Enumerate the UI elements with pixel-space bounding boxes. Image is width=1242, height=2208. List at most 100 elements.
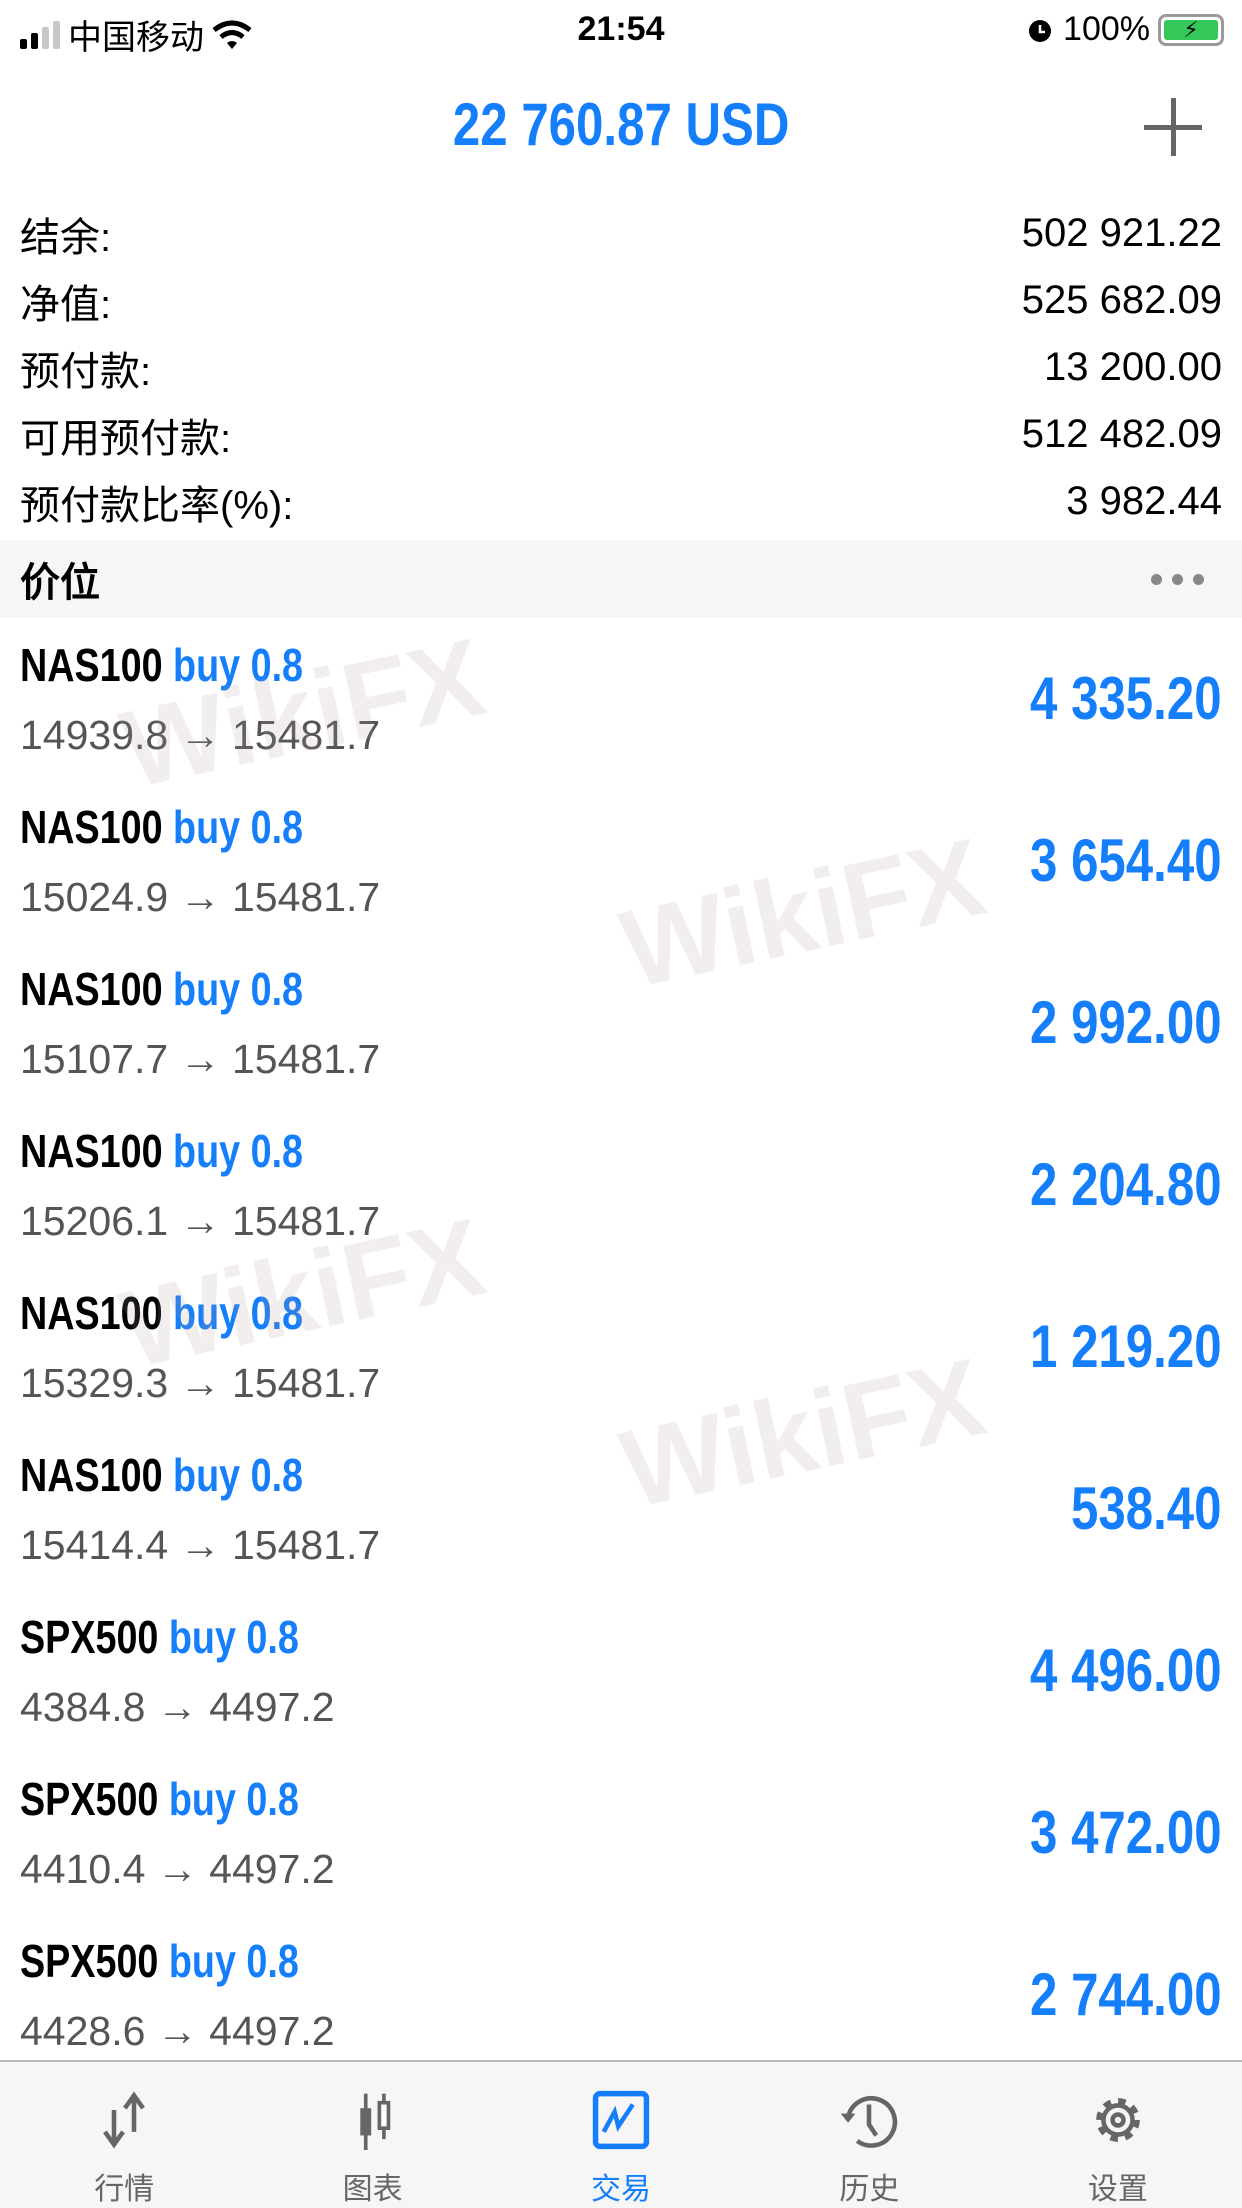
position-row[interactable]: SPX500 buy 0.8 4384.8 → 4497.2 4 496.00 (0, 1592, 1242, 1754)
position-profit: 3 654.40 (1030, 827, 1222, 894)
position-side: buy 0.8 (173, 639, 304, 691)
symbol: SPX500 (20, 1773, 159, 1825)
position-symbol: SPX500 buy 0.8 (20, 1934, 299, 1988)
position-row[interactable]: NAS100 buy 0.8 15107.7 → 15481.7 2 992.0… (0, 944, 1242, 1106)
position-symbol: NAS100 buy 0.8 (20, 1124, 303, 1178)
symbol: SPX500 (20, 1935, 159, 1987)
position-side: buy 0.8 (173, 1125, 304, 1177)
summary-row-margin: 预付款: 13 200.00 (0, 334, 1242, 401)
alarm-icon (1029, 19, 1052, 42)
position-profit: 4 496.00 (1030, 1637, 1222, 1704)
tab-history[interactable]: 历史 (745, 2062, 993, 2208)
quotes-arrows-icon (103, 2091, 146, 2149)
tab-settings[interactable]: 设置 (994, 2062, 1242, 2208)
position-profit: 538.40 (1071, 1475, 1222, 1542)
symbol: NAS100 (20, 1449, 163, 1501)
status-bar: 中国移动 21:54 100% ⚡ (0, 0, 1242, 64)
summary-label: 预付款: (20, 349, 152, 394)
tab-label: 行情 (94, 2173, 155, 2206)
candlestick-icon (359, 2093, 390, 2150)
position-side: buy 0.8 (168, 1611, 299, 1663)
position-symbol: NAS100 buy 0.8 (20, 962, 303, 1016)
summary-row-free-margin: 可用预付款: 512 482.09 (0, 401, 1242, 468)
position-symbol: SPX500 buy 0.8 (20, 1610, 299, 1664)
symbol: NAS100 (20, 963, 163, 1015)
position-profit: 1 219.20 (1030, 1313, 1222, 1380)
position-prices: 4410.4 → 4497.2 (20, 1846, 335, 1892)
carrier: 中国移动 (68, 19, 204, 57)
position-row[interactable]: NAS100 buy 0.8 15329.3 → 15481.7 1 219.2… (0, 1268, 1242, 1430)
position-profit: 3 472.00 (1030, 1799, 1222, 1866)
position-row[interactable]: NAS100 buy 0.8 15024.9 → 15481.7 3 654.4… (0, 782, 1242, 944)
tab-quotes[interactable]: 行情 (0, 2062, 248, 2208)
tab-trade[interactable]: 交易 (497, 2062, 745, 2208)
position-prices: 15206.1 → 15481.7 (20, 1198, 381, 1244)
tab-charts[interactable]: 图表 (248, 2062, 496, 2208)
header: 22 760.87 USD (0, 80, 1242, 172)
account-profit-title: 22 760.87 USD (452, 91, 790, 158)
summary-value: 512 482.09 (1021, 412, 1222, 456)
position-row[interactable]: NAS100 buy 0.8 15206.1 → 15481.7 2 204.8… (0, 1106, 1242, 1268)
tab-label: 设置 (1087, 2173, 1148, 2206)
gear-icon (1096, 2098, 1140, 2142)
positions-section-header: 价位 (0, 540, 1242, 618)
tab-label: 图表 (342, 2173, 403, 2206)
symbol: NAS100 (20, 801, 163, 853)
position-side: buy 0.8 (168, 1773, 299, 1825)
position-row[interactable]: NAS100 buy 0.8 15414.4 → 15481.7 538.40 (0, 1430, 1242, 1592)
position-prices: 4384.8 → 4497.2 (20, 1684, 335, 1730)
plus-icon[interactable] (1144, 98, 1202, 156)
position-prices: 14939.8 → 15481.7 (20, 712, 381, 758)
summary-value: 3 982.44 (1066, 479, 1222, 523)
position-row[interactable]: NAS100 buy 0.8 14939.8 → 15481.7 4 335.2… (0, 620, 1242, 782)
summary-row-margin-level: 预付款比率(%): 3 982.44 (0, 468, 1242, 535)
summary-value: 525 682.09 (1021, 278, 1222, 322)
tab-label: 历史 (839, 2173, 900, 2206)
summary-label: 预付款比率(%): (20, 483, 294, 528)
battery-percent: 100% (1063, 10, 1150, 48)
tab-bar: 行情 图表 交易 历史 设置 (0, 2060, 1242, 2208)
trade-chart-icon (592, 2090, 650, 2150)
position-symbol: SPX500 buy 0.8 (20, 1772, 299, 1826)
symbol: SPX500 (20, 1611, 159, 1663)
position-side: buy 0.8 (173, 963, 304, 1015)
signal-icon (20, 20, 60, 49)
clock: 21:54 (577, 10, 665, 48)
symbol: NAS100 (20, 1125, 163, 1177)
position-prices: 15329.3 → 15481.7 (20, 1360, 381, 1406)
tab-label: 交易 (591, 2173, 652, 2206)
position-symbol: NAS100 buy 0.8 (20, 1286, 303, 1340)
summary-label: 结余: (20, 215, 112, 260)
position-row[interactable]: SPX500 buy 0.8 4428.6 → 4497.2 2 744.00 (0, 1916, 1242, 2078)
summary-value: 502 921.22 (1021, 211, 1222, 255)
position-prices: 15414.4 → 15481.7 (20, 1522, 381, 1568)
ellipsis-icon[interactable] (1151, 573, 1222, 585)
symbol: NAS100 (20, 639, 163, 691)
position-profit: 2 744.00 (1030, 1961, 1222, 2028)
summary-label: 可用预付款: (20, 416, 232, 461)
position-side: buy 0.8 (168, 1935, 299, 1987)
position-side: buy 0.8 (173, 801, 304, 853)
summary-row-balance: 结余: 502 921.22 (0, 200, 1242, 267)
position-prices: 4428.6 → 4497.2 (20, 2008, 335, 2054)
summary-row-equity: 净值: 525 682.09 (0, 267, 1242, 334)
position-prices: 15107.7 → 15481.7 (20, 1036, 381, 1082)
section-title: 价位 (20, 561, 100, 605)
summary-label: 净值: (20, 282, 112, 327)
position-symbol: NAS100 buy 0.8 (20, 638, 303, 692)
position-profit: 2 204.80 (1030, 1151, 1222, 1218)
position-profit: 4 335.20 (1030, 665, 1222, 732)
summary-value: 13 200.00 (1044, 345, 1222, 389)
position-side: buy 0.8 (173, 1287, 304, 1339)
wifi-icon (212, 20, 252, 49)
position-symbol: NAS100 buy 0.8 (20, 800, 303, 854)
position-row[interactable]: SPX500 buy 0.8 4410.4 → 4497.2 3 472.00 (0, 1754, 1242, 1916)
symbol: NAS100 (20, 1287, 163, 1339)
battery-icon: ⚡ (1158, 13, 1224, 46)
history-clock-icon (841, 2096, 898, 2148)
positions-list: NAS100 buy 0.8 14939.8 → 15481.7 4 335.2… (0, 620, 1242, 2078)
position-symbol: NAS100 buy 0.8 (20, 1448, 303, 1502)
position-side: buy 0.8 (173, 1449, 304, 1501)
position-profit: 2 992.00 (1030, 989, 1222, 1056)
position-prices: 15024.9 → 15481.7 (20, 874, 381, 920)
